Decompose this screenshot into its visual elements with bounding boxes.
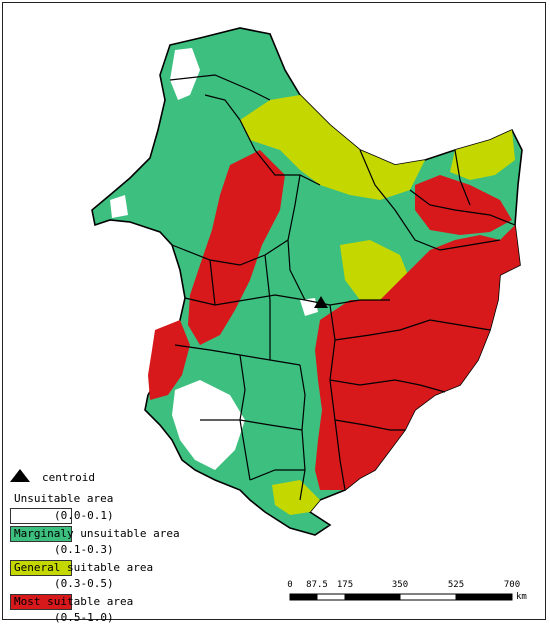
boundary-line — [209, 259, 216, 306]
unsuitable-patch-southwest — [172, 380, 245, 470]
scale-unit-label: km — [516, 592, 527, 602]
most-suitable-areas — [148, 150, 520, 490]
scale-seg — [289, 593, 318, 601]
scale-seg — [399, 593, 457, 601]
centroid-marker — [314, 296, 328, 308]
map-frame — [2, 2, 546, 620]
legend-item-range: (0.0-0.1) — [54, 509, 114, 522]
general-suitable-patch-north — [240, 95, 425, 200]
boundary-line — [329, 304, 346, 491]
legend-centroid-label: centroid — [42, 471, 95, 484]
legend-item-label: Marginaly unsuitable area — [14, 527, 180, 540]
boundary-line — [359, 149, 501, 251]
general-suitable-areas — [240, 95, 515, 515]
scale-bar — [289, 593, 513, 601]
boundary-line — [334, 419, 405, 431]
legend-swatch-marginal — [10, 526, 72, 542]
general-suitable-patch-south — [272, 480, 320, 515]
scale-tick-label: 175 — [336, 580, 354, 590]
legend-swatch-general — [10, 560, 72, 576]
legend-item-range: (0.1-0.3) — [54, 543, 114, 556]
boundary-line — [409, 189, 516, 226]
scale-seg — [316, 593, 346, 601]
admin-boundaries — [169, 74, 516, 501]
boundary-line — [264, 254, 271, 360]
general-suitable-patch-northeast — [450, 130, 515, 180]
boundary-line — [184, 294, 306, 306]
boundary-line — [171, 239, 289, 266]
unsuitable-patch-northwest — [110, 195, 128, 218]
legend-item-range: (0.5-1.0) — [54, 611, 114, 624]
boundary-line — [454, 149, 471, 206]
boundary-line — [249, 469, 305, 481]
boundary-line — [334, 319, 491, 341]
legend-item-label: General suitable area — [14, 561, 154, 574]
scale-tick-label: 350 — [391, 580, 409, 590]
scale-seg — [455, 593, 513, 601]
scale-tick-label: 0 — [287, 580, 293, 590]
boundary-line — [239, 119, 321, 186]
scale-tick-label: 700 — [503, 580, 521, 590]
most-suitable-patch-southwest — [148, 320, 190, 400]
scale-tick-label: 87.5 — [306, 580, 328, 590]
legend-item-label: Unsuitable area — [14, 492, 114, 505]
most-suitable-patch-northeast — [415, 175, 512, 235]
legend-swatch-most — [10, 594, 72, 610]
most-suitable-band-west — [188, 150, 285, 345]
legend-item-label: Most suitable area — [14, 595, 134, 608]
legend-centroid-icon — [10, 469, 30, 482]
general-suitable-patch-center — [340, 240, 410, 300]
boundary-line — [169, 74, 271, 101]
boundary-line — [329, 379, 446, 393]
legend-item-range: (0.3-0.5) — [54, 577, 114, 590]
unsuitable-areas — [110, 48, 318, 470]
legend-swatch-unsuitable — [10, 508, 72, 524]
most-suitable-block-east — [315, 225, 520, 490]
scale-tick-label: 525 — [447, 580, 465, 590]
boundary-line — [200, 419, 303, 431]
boundary-line — [204, 94, 241, 121]
unsuitable-patch-center — [300, 298, 318, 316]
scale-seg — [344, 593, 401, 601]
unsuitable-patch-north — [170, 48, 200, 100]
